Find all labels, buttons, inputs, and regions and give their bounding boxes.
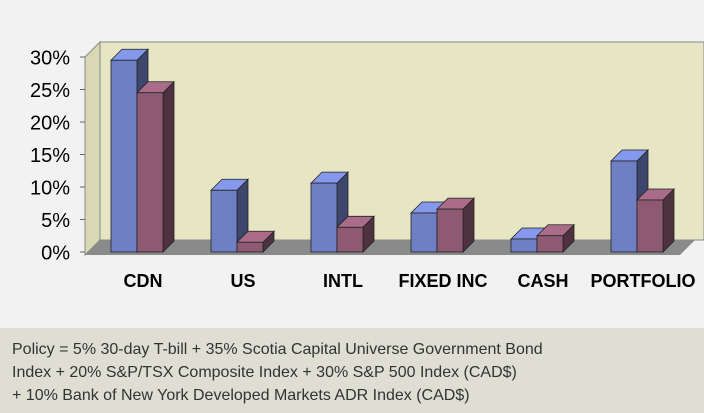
bar-front (536, 235, 564, 253)
footnote-line: + 10% Bank of New York Developed Markets… (12, 387, 470, 404)
y-tick-label: 20% (30, 112, 70, 134)
x-tick-label: PORTFOLIO (591, 271, 696, 291)
bar (436, 197, 475, 253)
bar (636, 188, 675, 253)
bar (336, 215, 375, 253)
bar-front (636, 199, 664, 253)
y-tick-label: 25% (30, 80, 70, 102)
bar-front (210, 189, 238, 253)
bar-front (310, 182, 338, 253)
chart: 0% 5% 10% 15% 20% 25% 30% CDN US INTL FIXED INC CAS… (30, 40, 704, 291)
x-tick-label: CDN (124, 271, 163, 291)
bar-front (136, 92, 164, 253)
bar-front (610, 160, 638, 253)
side-wall (84, 40, 101, 257)
floor (85, 240, 695, 255)
x-tick-label: CASH (517, 271, 568, 291)
x-tick-label: FIXED INC (398, 271, 487, 291)
bar (136, 80, 175, 253)
bar-front (410, 212, 438, 253)
bar (536, 223, 575, 253)
bar-front (436, 208, 464, 253)
bar-side (162, 80, 175, 253)
bar-front (336, 226, 364, 253)
y-tick-label: 15% (30, 145, 70, 167)
footnote: Policy = 5% 30-day T-bill + 35% Scotia C… (0, 328, 704, 413)
x-tick-label: US (230, 271, 255, 291)
y-tick-label: 5% (41, 210, 70, 232)
bar-front (110, 59, 138, 253)
y-tick-label: 30% (30, 47, 70, 69)
bar-front (236, 241, 264, 253)
footnote-line: Index + 20% S&P/TSX Composite Index + 30… (12, 364, 517, 381)
footnote-line: Policy = 5% 30-day T-bill + 35% Scotia C… (12, 341, 543, 358)
x-tick-label: INTL (323, 271, 363, 291)
y-tick-label: 0% (41, 242, 70, 264)
bar-front (510, 238, 538, 253)
y-tick-label: 10% (30, 177, 70, 199)
bar (236, 230, 275, 253)
